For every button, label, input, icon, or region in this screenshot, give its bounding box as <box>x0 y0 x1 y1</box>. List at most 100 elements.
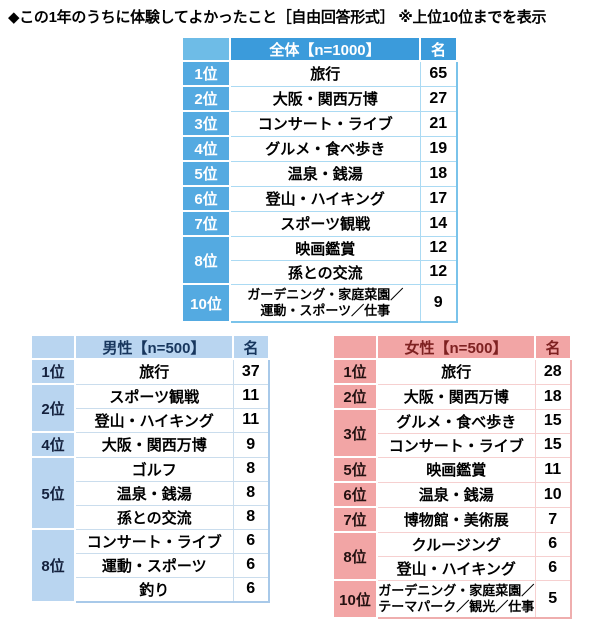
item-cell: 映画鑑賞 <box>229 235 421 261</box>
table-row: 1位 旅行 28 <box>332 358 572 385</box>
value-cell: 6 <box>534 555 572 581</box>
table-row: 孫との交流 8 <box>31 504 270 530</box>
rank-cell: 3位 <box>181 110 231 137</box>
rank-cell: 2位 <box>30 383 76 433</box>
table-row: 6位 登山・ハイキング 17 <box>181 185 458 212</box>
table-row: 4位 グルメ・食べ歩き 19 <box>181 135 458 162</box>
table-row: 登山・ハイキング 6 <box>333 555 572 581</box>
unit-header: 名 <box>419 36 458 62</box>
table-row: コンサート・ライブ 15 <box>333 432 572 458</box>
table-row: 3位 コンサート・ライブ 21 <box>181 110 458 137</box>
item-cell: 温泉・銭湯 <box>74 480 234 506</box>
rank-cell: 6位 <box>332 481 378 508</box>
item-cell: スポーツ観戦 <box>229 210 421 237</box>
item-cell: 登山・ハイキング <box>376 555 536 581</box>
item-cell: 孫との交流 <box>74 504 234 530</box>
unit-header: 名 <box>232 334 270 360</box>
rank-cell: 5位 <box>30 456 76 530</box>
item-cell: 旅行 <box>376 358 536 385</box>
header-row: 女性【n=500】 名 <box>332 334 572 360</box>
unit-header: 名 <box>534 334 572 360</box>
value-cell: 27 <box>419 85 458 112</box>
rank-cell: 2位 <box>181 85 231 112</box>
rank-cell: 8位 <box>30 528 76 603</box>
value-cell: 6 <box>232 552 270 578</box>
rank-cell: 3位 <box>332 408 378 458</box>
item-cell: 温泉・銭湯 <box>229 160 421 187</box>
table-row: 1位 旅行 65 <box>181 60 458 87</box>
item-cell: 釣り <box>74 576 234 602</box>
corner-cell <box>181 36 231 62</box>
rank-cell: 6位 <box>181 185 231 212</box>
rank-cell: 5位 <box>181 160 231 187</box>
item-cell: ガーデニング・家庭菜園／ テーマパーク／観光／仕事 <box>376 579 536 619</box>
table-row: 8位 クルージング 6 <box>332 531 572 581</box>
value-cell: 14 <box>419 210 458 237</box>
value-cell: 6 <box>534 531 572 557</box>
corner-cell <box>30 334 76 360</box>
item-cell: 登山・ハイキング <box>229 185 421 212</box>
rank-cell: 8位 <box>332 531 378 581</box>
value-cell: 15 <box>534 432 572 458</box>
rank-cell: 4位 <box>181 135 231 162</box>
rank-cell: 10位 <box>181 283 231 323</box>
page-title: ◆この1年のうちに体験してよかったこと［自由回答形式］ ※上位10位までを表示 <box>8 9 547 26</box>
value-cell: 19 <box>419 135 458 162</box>
rank-cell: 1位 <box>332 358 378 385</box>
value-cell: 11 <box>534 456 572 483</box>
value-cell: 21 <box>419 110 458 137</box>
item-cell: 運動・スポーツ <box>74 552 234 578</box>
item-cell: 大阪・関西万博 <box>229 85 421 112</box>
table-row: 釣り 6 <box>31 576 270 602</box>
table-row: 温泉・銭湯 8 <box>31 480 270 506</box>
item-cell: コンサート・ライブ <box>74 528 234 554</box>
value-cell: 8 <box>232 456 270 482</box>
rank-cell: 7位 <box>332 506 378 533</box>
value-cell: 8 <box>232 504 270 530</box>
value-cell: 18 <box>534 383 572 410</box>
rank-cell: 4位 <box>30 431 76 458</box>
value-cell: 65 <box>419 60 458 87</box>
item-cell: 登山・ハイキング <box>74 407 234 433</box>
item-cell: グルメ・食べ歩き <box>229 135 421 162</box>
table-row: 運動・スポーツ 6 <box>31 552 270 578</box>
table-row: 5位 温泉・銭湯 18 <box>181 160 458 187</box>
table-row: 7位 スポーツ観戦 14 <box>181 210 458 237</box>
female-ranking-table: 女性【n=500】 名 1位 旅行 28 2位 大阪・関西万博 18 3位 グルメ・食べ歩き 1… <box>332 334 572 619</box>
item-cell: 大阪・関西万博 <box>376 383 536 410</box>
corner-cell <box>332 334 378 360</box>
item-cell: グルメ・食べ歩き <box>376 408 536 434</box>
item-cell: ガーデニング・家庭菜園／ 運動・スポーツ／仕事 <box>229 283 421 323</box>
value-cell: 15 <box>534 408 572 434</box>
rank-cell: 7位 <box>181 210 231 237</box>
value-cell: 6 <box>232 528 270 554</box>
value-cell: 11 <box>232 407 270 433</box>
value-cell: 7 <box>534 506 572 533</box>
overall-ranking-table: 全体【n=1000】 名 1位 旅行 65 2位 大阪・関西万博 27 3位 コンサート・ライ… <box>181 36 458 323</box>
item-cell: 大阪・関西万博 <box>74 431 234 458</box>
male-ranking-table: 男性【n=500】 名 1位 旅行 37 2位 スポーツ観戦 11 登山・ハイキング 11 4位… <box>30 334 270 603</box>
table-row: 8位 コンサート・ライブ 6 <box>30 528 270 603</box>
value-cell: 12 <box>419 235 458 261</box>
table-row: 5位 ゴルフ 8 <box>30 456 270 530</box>
group-header: 全体【n=1000】 <box>229 36 421 62</box>
value-cell: 6 <box>232 576 270 602</box>
table-row: 2位 大阪・関西万博 27 <box>181 85 458 112</box>
table-row: 2位 大阪・関西万博 18 <box>332 383 572 410</box>
value-cell: 12 <box>419 259 458 285</box>
table-row: 8位 映画鑑賞 12 <box>181 235 458 285</box>
table-row: 10位 ガーデニング・家庭菜園／ 運動・スポーツ／仕事 9 <box>181 283 458 323</box>
rank-cell: 10位 <box>332 579 378 619</box>
table-row: 3位 グルメ・食べ歩き 15 <box>332 408 572 458</box>
table-row: 5位 映画鑑賞 11 <box>332 456 572 483</box>
value-cell: 37 <box>232 358 270 385</box>
table-row: 10位 ガーデニング・家庭菜園／ テーマパーク／観光／仕事 5 <box>332 579 572 619</box>
value-cell: 8 <box>232 480 270 506</box>
item-cell: コンサート・ライブ <box>376 432 536 458</box>
rank-cell: 2位 <box>332 383 378 410</box>
header-row: 全体【n=1000】 名 <box>181 36 458 62</box>
group-header: 男性【n=500】 <box>74 334 234 360</box>
item-cell: 映画鑑賞 <box>376 456 536 483</box>
table-row: 2位 スポーツ観戦 11 <box>30 383 270 433</box>
